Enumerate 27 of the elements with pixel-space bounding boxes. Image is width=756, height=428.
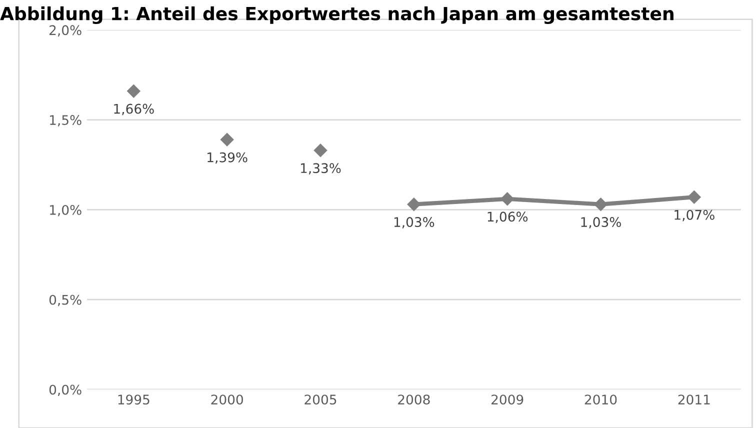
x-tick-label: 2008 [398, 394, 430, 405]
x-tick-label: 2009 [492, 394, 524, 405]
point [500, 192, 514, 206]
x-tick-label: 2005 [304, 394, 336, 405]
x-tick-label: 1995 [118, 394, 150, 405]
point [407, 198, 420, 211]
chart-title: Abbildung 1: Anteil des Exportwertes nach Japan am gesamtesten [0, 6, 674, 24]
data-label: 1,39% [208, 152, 248, 164]
y-tick-label: 1,0% [50, 204, 82, 216]
x-tick-label: 2000 [211, 394, 243, 405]
point [127, 84, 140, 98]
data-label: 1,33% [300, 163, 341, 174]
point [314, 144, 328, 157]
y-tick-label: 0,0% [49, 384, 82, 396]
point [688, 190, 701, 204]
x-tick-label: 2010 [584, 394, 617, 405]
point [594, 198, 608, 211]
data-label: 1,03% [581, 217, 621, 228]
y-tick-label: 2,0% [50, 25, 82, 37]
data-label: 1,06% [488, 212, 528, 223]
x-tick-label: 2011 [678, 394, 710, 405]
y-tick-label: 0,5% [49, 294, 82, 306]
y-tick-label: 1,5% [50, 115, 82, 126]
data-label: 1,66% [114, 104, 154, 116]
point [220, 133, 234, 146]
data-label: 1,03% [394, 217, 434, 228]
data-label: 1,07% [674, 210, 714, 222]
